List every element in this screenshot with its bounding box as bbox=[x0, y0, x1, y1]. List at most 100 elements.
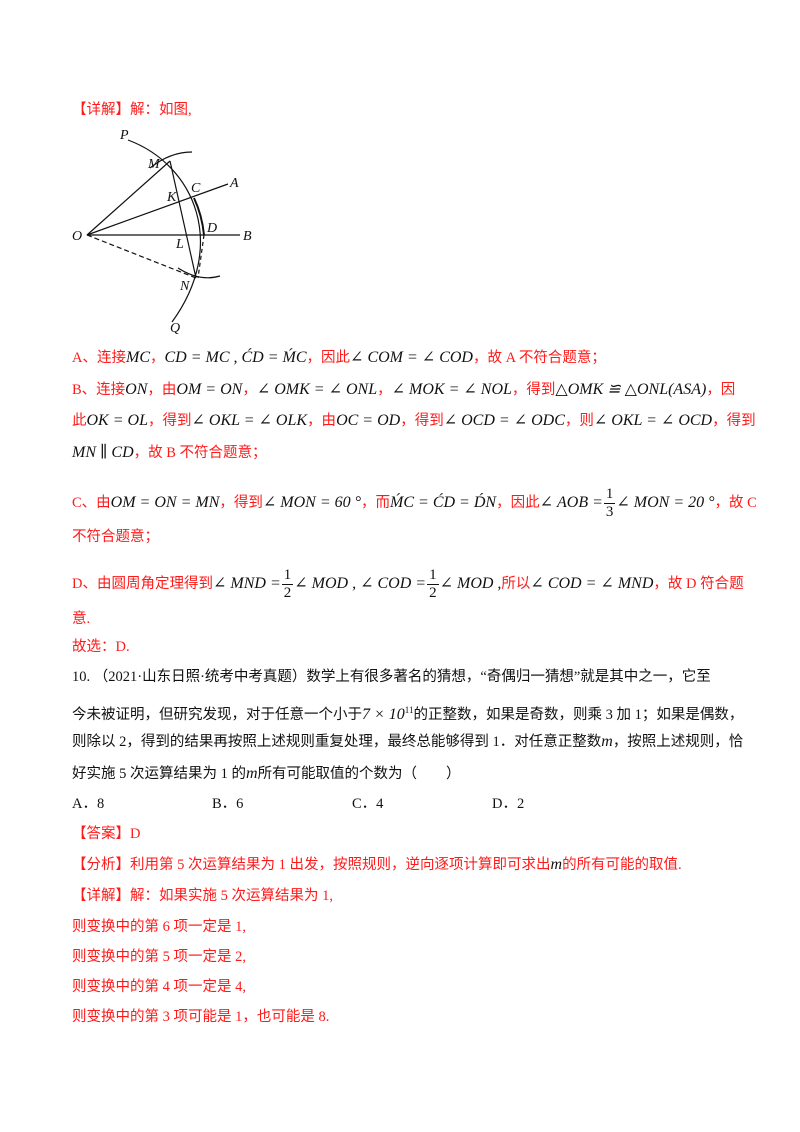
math-expression: ON bbox=[125, 381, 148, 398]
text-line: 好实施 5 次运算结果为 1 的m所有可能取值的个数为（ ） bbox=[72, 764, 461, 784]
ray-om bbox=[86, 160, 171, 236]
fraction-numerator: 1 bbox=[603, 486, 616, 504]
text-line: A、连接MC，CD = MC , ĆD = ḾC，因此∠ COM = ∠ C… bbox=[72, 348, 606, 368]
text-line: 则变换中的第 4 项一定是 4, bbox=[72, 977, 246, 997]
label-m: M bbox=[147, 157, 161, 172]
text-segment: 不符合题意； bbox=[72, 529, 159, 545]
text-line: MN ∥ CD，故 B 不符合题意； bbox=[72, 443, 267, 463]
text-segment: ，故 C bbox=[714, 494, 757, 511]
text-segment: ，因此 bbox=[306, 350, 351, 366]
ray-oa bbox=[86, 183, 229, 236]
text-line: 意. bbox=[72, 609, 90, 629]
label-d: D bbox=[206, 221, 217, 236]
text-segment: 意. bbox=[72, 611, 91, 627]
arc-m bbox=[149, 151, 193, 169]
math-expression: m bbox=[246, 765, 258, 782]
math-expression: ∠ COD = ∠ MND bbox=[530, 574, 654, 592]
text-line: 【详解】解：如图, bbox=[72, 100, 192, 120]
text-line: A．8 B．6 C．4 D．2 bbox=[72, 794, 632, 814]
text-segment: C、由 bbox=[72, 494, 111, 511]
text-segment: ，由 bbox=[307, 413, 337, 429]
text-segment: ，故 A 不符合题意； bbox=[472, 350, 606, 366]
label-a: A bbox=[229, 176, 239, 191]
label-q: Q bbox=[170, 321, 180, 336]
text-segment: A、连接 bbox=[72, 350, 126, 366]
text-segment: 【详解】解：如图, bbox=[72, 102, 192, 118]
text-segment: 则变换中的第 4 项一定是 4, bbox=[72, 979, 246, 995]
math-expression: OM = ON bbox=[176, 381, 243, 398]
text-segment: ，按照上述规则，恰 bbox=[612, 734, 744, 750]
math-expression: ∠ MOK = ∠ NOL bbox=[391, 381, 512, 398]
text-line: 则变换中的第 6 项一定是 1, bbox=[72, 917, 246, 937]
text-line: C、由OM = ON = MN，得到∠ MON = 60 °，而ḾC = Ć… bbox=[72, 486, 757, 521]
text-segment: ，得到 bbox=[400, 413, 444, 429]
text-line: 不符合题意； bbox=[72, 527, 159, 547]
text-segment: 【答案】D bbox=[72, 826, 141, 842]
text-segment: ，则 bbox=[564, 413, 594, 429]
label-k: K bbox=[166, 190, 177, 205]
arc-pq bbox=[127, 139, 201, 323]
label-p: P bbox=[119, 128, 129, 143]
text-segment: ，因 bbox=[706, 382, 736, 398]
text-segment: ，由 bbox=[147, 382, 177, 398]
math-expression: ∠ MON = 60 ° bbox=[262, 493, 362, 511]
answer-option: C．4 bbox=[352, 796, 384, 812]
math-expression: MC bbox=[125, 349, 150, 366]
text-segment: 故选：D. bbox=[72, 639, 130, 655]
text-segment: 所有可能取值的个数为（ ） bbox=[257, 766, 461, 782]
text-line: 此OK = OL，得到∠ OKL = ∠ OLK，由OC = OD，得到∠ OC… bbox=[72, 411, 756, 431]
text-line: 则除以 2，得到的结果再按照上述规则重复处理，最终总能够得到 1．对任意正整数m… bbox=[72, 732, 743, 752]
math-expression: ∠ MON = 20 ° bbox=[616, 493, 715, 511]
text-segment: 今未被证明，但研究发现，对于任意一个小于 bbox=[72, 706, 362, 723]
fraction-denominator: 2 bbox=[283, 585, 292, 601]
fraction-denominator: 3 bbox=[605, 504, 614, 520]
math-expression: ∠ MOD , ∠ COD = bbox=[294, 574, 427, 592]
text-segment: ，得到 bbox=[219, 494, 263, 511]
text-segment: ， bbox=[377, 382, 392, 398]
text-segment: 的所有可能的取值. bbox=[562, 857, 682, 873]
text-line: 则变换中的第 3 项可能是 1，也可能是 8. bbox=[72, 1007, 329, 1027]
fraction-numerator: 1 bbox=[427, 567, 439, 585]
fraction-denominator: 2 bbox=[429, 585, 437, 601]
label-c: C bbox=[191, 181, 201, 196]
math-expression: ∠ OKL = ∠ OCD bbox=[593, 412, 713, 429]
text-segment: 的正整数，如果是奇数，则乘 3 加 1；如果是偶数， bbox=[413, 706, 744, 723]
math-expression: ∠ AOB = bbox=[539, 493, 603, 511]
math-expression: m bbox=[550, 856, 563, 873]
fraction-numerator: 1 bbox=[281, 567, 294, 585]
math-expression: CD = MC , ĆD = ḾC bbox=[164, 349, 307, 366]
label-o: O bbox=[72, 229, 82, 244]
label-l: L bbox=[175, 237, 184, 252]
text-line: D、由圆周角定理得到∠ MND = 1 2 ∠ MOD , ∠ COD = 1 2 ∠ MO… bbox=[72, 567, 744, 602]
text-line: 今未被证明，但研究发现，对于任意一个小于7 × 1011的正整数，如果是奇数，则… bbox=[72, 700, 743, 725]
text-segment: 所以 bbox=[501, 575, 531, 592]
text-line: 则变换中的第 5 项一定是 2, bbox=[72, 947, 246, 967]
segment-on-dashed bbox=[86, 234, 197, 279]
math-expression: 7 × 10 bbox=[362, 705, 405, 723]
geometry-figure: P M C A K O L D B N Q bbox=[72, 128, 252, 336]
math-expression: OK = OL bbox=[86, 412, 148, 429]
math-expression: ∠ OCD = ∠ ODC bbox=[443, 412, 565, 429]
segment-dn-dashed bbox=[197, 234, 205, 279]
text-segment: 则变换中的第 6 项一定是 1, bbox=[72, 919, 246, 935]
math-expression: ∠ COM = ∠ COD bbox=[350, 349, 473, 366]
text-segment: ，故 B 不符合题意； bbox=[133, 445, 267, 461]
text-segment: ， bbox=[149, 350, 165, 366]
math-expression: OC = OD bbox=[336, 412, 401, 429]
answer-option: D．2 bbox=[492, 796, 525, 812]
math-expression: MN ∥ CD bbox=[72, 444, 134, 461]
text-line: 【答案】D bbox=[72, 824, 140, 844]
math-expression: ḾC = ĆD = D́N bbox=[390, 493, 497, 511]
text-segment: ， bbox=[242, 382, 257, 398]
text-segment: B、连接 bbox=[72, 382, 126, 398]
text-segment: D、由圆周角定理得到 bbox=[72, 575, 213, 592]
text-line: B、连接ON，由OM = ON，∠ OMK = ∠ ONL，∠ MOK = ∠ … bbox=[72, 380, 735, 400]
superscript: 11 bbox=[404, 705, 414, 715]
segment-mn bbox=[169, 160, 197, 279]
text-segment: 则变换中的第 3 项可能是 1，也可能是 8. bbox=[72, 1009, 330, 1025]
text-segment: ，故 D 符合题 bbox=[653, 575, 744, 592]
text-segment: 好实施 5 次运算结果为 1 的 bbox=[72, 766, 246, 782]
